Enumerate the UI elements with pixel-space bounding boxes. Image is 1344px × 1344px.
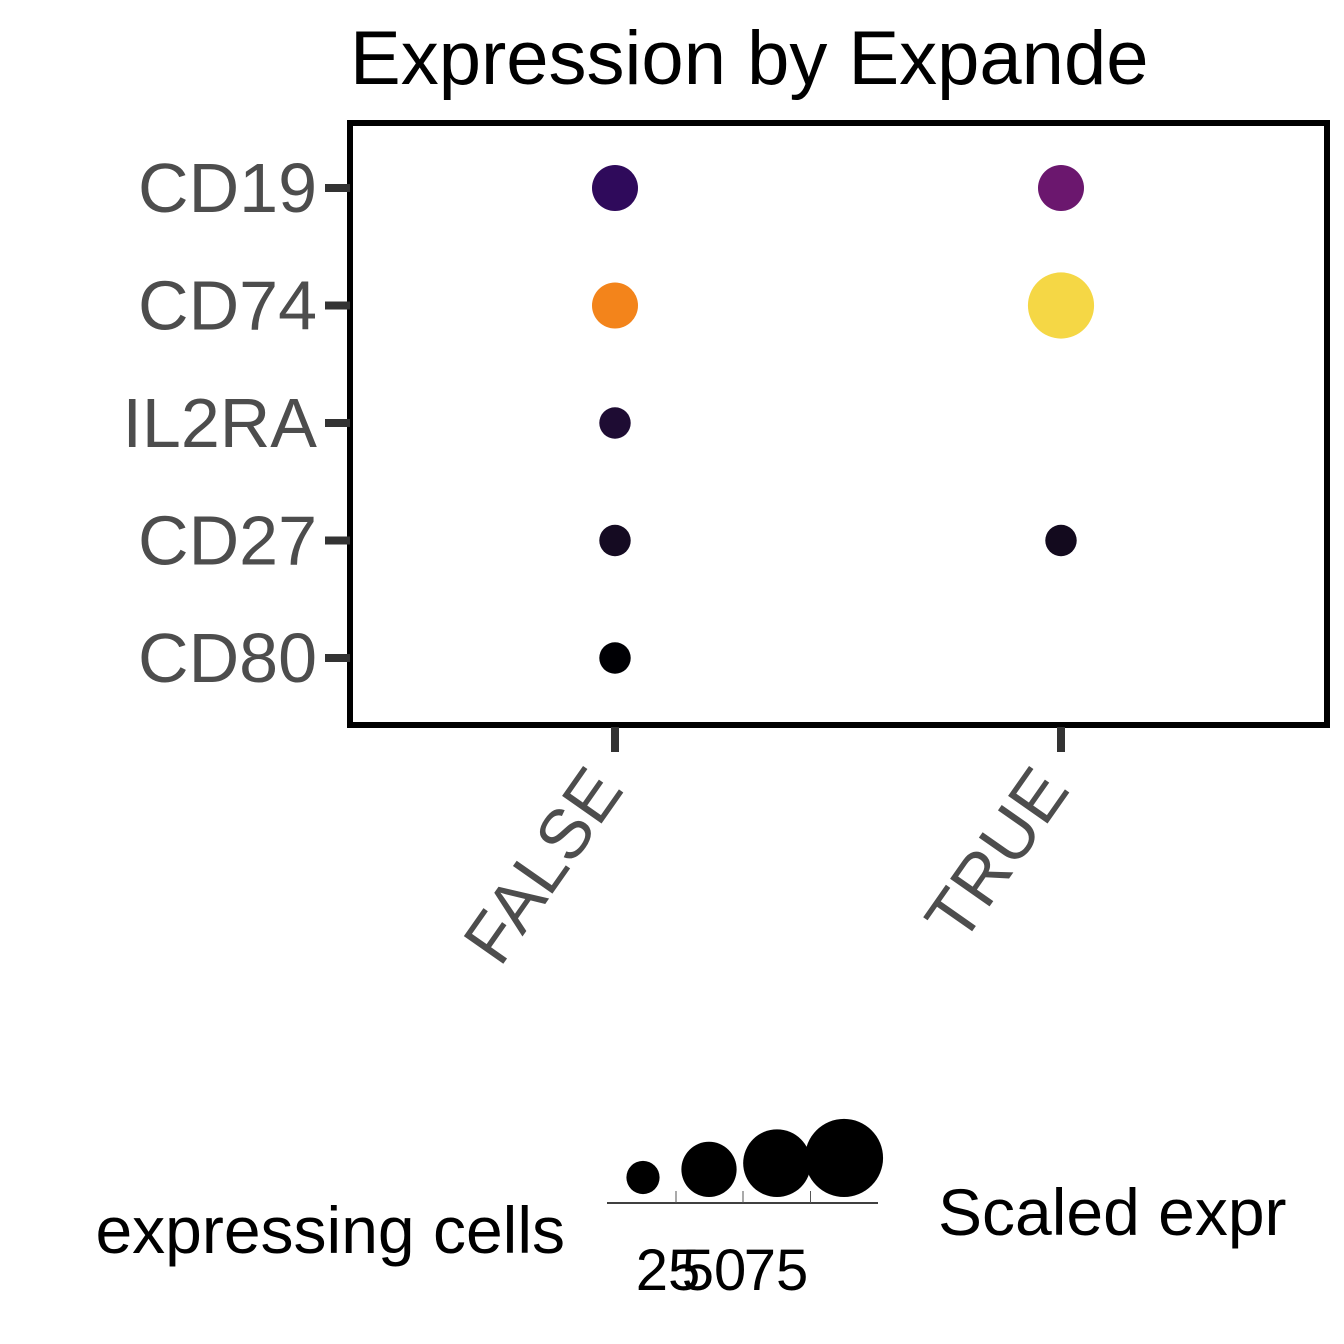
data-point <box>599 642 631 674</box>
data-point <box>599 524 631 557</box>
size-legend-label: 50 <box>682 1238 747 1303</box>
data-point <box>591 164 639 212</box>
x-tick-label: FALSE <box>448 754 637 977</box>
y-tick-label: CD27 <box>138 502 317 580</box>
color-legend-title: Scaled expr <box>938 1175 1287 1249</box>
size-legend-key <box>626 1160 660 1195</box>
size-legend-label: 25 <box>636 1238 701 1303</box>
plot-panel <box>347 120 1330 728</box>
y-tick-label: IL2RA <box>122 384 317 462</box>
data-point <box>599 407 631 439</box>
data-points <box>591 164 1095 674</box>
x-tick-label: TRUE <box>910 754 1083 955</box>
size-legend-label: 75 <box>744 1238 809 1303</box>
y-tick-label: CD80 <box>138 619 317 697</box>
chart-title: Expression by Expande <box>350 16 1148 101</box>
data-point <box>1045 524 1077 557</box>
data-point <box>1027 272 1095 339</box>
y-tick-label: CD19 <box>138 149 317 227</box>
data-point <box>1037 164 1085 212</box>
size-legend-title: expressing cells <box>95 1193 565 1267</box>
size-legend-key <box>743 1129 811 1198</box>
size-legend-key <box>681 1141 737 1197</box>
data-point <box>591 282 639 329</box>
size-legend-key <box>804 1118 884 1197</box>
y-axis: CD19 CD74 IL2RA CD27 CD80 <box>122 149 350 697</box>
x-axis: FALSE TRUE <box>448 727 1083 977</box>
y-tick-label: CD74 <box>138 267 317 345</box>
